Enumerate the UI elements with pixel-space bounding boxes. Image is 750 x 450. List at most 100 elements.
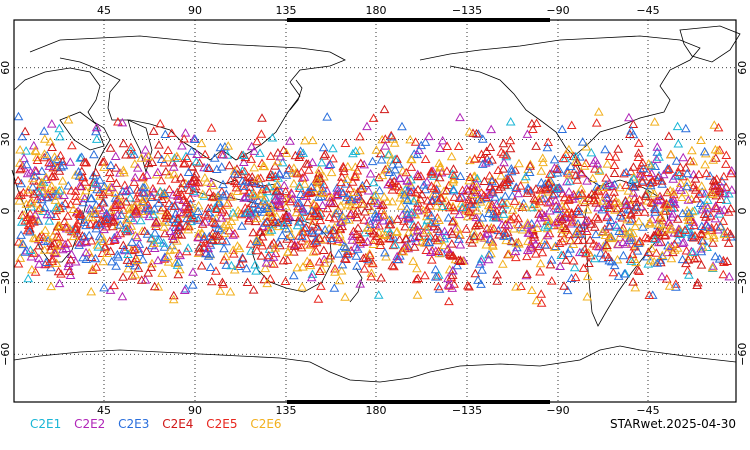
marker-c2e2: [394, 173, 405, 182]
marker-c2e3: [671, 282, 681, 291]
marker-c2e3: [402, 195, 413, 205]
marker-c2e6: [297, 282, 307, 291]
marker-c2e4: [146, 262, 157, 271]
marker-c2e4: [584, 258, 594, 267]
marker-c2e4: [603, 200, 614, 209]
marker-c2e4: [470, 220, 481, 230]
marker-c2e3: [627, 181, 638, 190]
marker-c2e2: [425, 247, 436, 256]
marker-c2e2: [555, 261, 565, 270]
marker-c2e2: [653, 237, 664, 247]
marker-c2e6: [434, 158, 445, 168]
marker-c2e5: [516, 281, 526, 290]
marker-c2e4: [494, 229, 504, 239]
marker-c2e4: [224, 225, 235, 235]
marker-c2e3: [94, 219, 104, 228]
marker-c2e5: [184, 185, 195, 194]
marker-c2e1: [294, 181, 305, 190]
marker-c2e6: [582, 291, 593, 301]
marker-c2e6: [305, 260, 316, 270]
marker-c2e3: [671, 156, 682, 165]
marker-c2e5: [561, 149, 571, 158]
marker-c2e6: [382, 196, 393, 206]
marker-c2e5: [94, 187, 105, 196]
marker-c2e2: [285, 136, 295, 145]
marker-c2e5: [722, 226, 733, 236]
marker-c2e5: [351, 199, 361, 209]
marker-c2e6: [258, 161, 269, 170]
marker-c2e5: [109, 280, 119, 290]
marker-c2e2: [345, 210, 356, 219]
marker-c2e2: [167, 231, 178, 240]
marker-c2e4: [378, 199, 388, 209]
marker-c2e3: [325, 159, 336, 168]
marker-c2e1: [125, 192, 135, 202]
marker-c2e5: [429, 183, 439, 193]
marker-c2e4: [455, 255, 466, 264]
marker-c2e5: [640, 232, 651, 241]
marker-c2e4: [149, 281, 160, 291]
marker-c2e5: [176, 189, 187, 198]
marker-c2e3: [39, 202, 50, 211]
marker-c2e4: [628, 162, 639, 171]
marker-c2e4: [301, 158, 312, 168]
marker-c2e5: [22, 225, 33, 235]
marker-c2e4: [206, 276, 217, 286]
marker-c2e2: [289, 239, 300, 249]
marker-c2e2: [362, 121, 372, 131]
marker-c2e4: [697, 229, 707, 238]
marker-c2e6: [405, 134, 416, 144]
marker-c2e2: [658, 169, 669, 179]
marker-c2e1: [135, 215, 146, 225]
marker-c2e5: [305, 258, 315, 267]
marker-c2e5: [200, 149, 210, 159]
marker-c2e4: [361, 178, 372, 187]
marker-c2e1: [448, 184, 459, 193]
marker-c2e2: [128, 215, 139, 225]
marker-c2e2: [668, 208, 678, 218]
marker-c2e2: [49, 248, 60, 258]
marker-c2e3: [329, 283, 340, 292]
marker-c2e6: [157, 268, 168, 277]
marker-c2e6: [129, 159, 140, 168]
marker-c2e6: [543, 215, 553, 224]
marker-c2e3: [29, 170, 40, 180]
marker-c2e6: [39, 245, 50, 254]
marker-c2e2: [98, 205, 109, 215]
marker-c2e6: [286, 229, 296, 239]
marker-c2e4: [153, 149, 163, 159]
marker-c2e4: [469, 185, 479, 195]
lat-tick-left: 0: [0, 208, 12, 215]
marker-c2e6: [666, 149, 676, 159]
marker-c2e6: [219, 228, 230, 238]
marker-c2e6: [421, 225, 432, 235]
marker-c2e4: [143, 268, 154, 277]
marker-c2e5: [551, 200, 562, 210]
marker-c2e1: [238, 150, 249, 159]
marker-c2e3: [209, 153, 220, 162]
marker-c2e2: [65, 157, 76, 166]
marker-c2e2: [392, 251, 403, 261]
marker-c2e4: [574, 223, 585, 232]
marker-c2e1: [650, 234, 660, 243]
marker-c2e6: [300, 135, 310, 145]
marker-c2e3: [186, 146, 197, 155]
marker-c2e3: [696, 246, 707, 256]
marker-c2e6: [28, 233, 39, 242]
marker-c2e5: [633, 138, 644, 147]
marker-c2e6: [645, 184, 655, 194]
lon-tick-bottom: −135: [452, 404, 482, 417]
marker-c2e3: [262, 203, 273, 212]
marker-c2e2: [683, 195, 694, 204]
marker-c2e3: [490, 192, 500, 201]
marker-c2e5: [694, 169, 704, 179]
marker-c2e4: [204, 163, 215, 172]
marker-c2e6: [249, 162, 260, 172]
marker-c2e5: [85, 219, 96, 228]
marker-c2e4: [543, 178, 554, 187]
marker-c2e5: [363, 201, 373, 210]
marker-c2e1: [498, 209, 509, 218]
marker-c2e6: [558, 204, 569, 213]
marker-c2e2: [403, 212, 414, 222]
marker-c2e5: [304, 188, 314, 197]
